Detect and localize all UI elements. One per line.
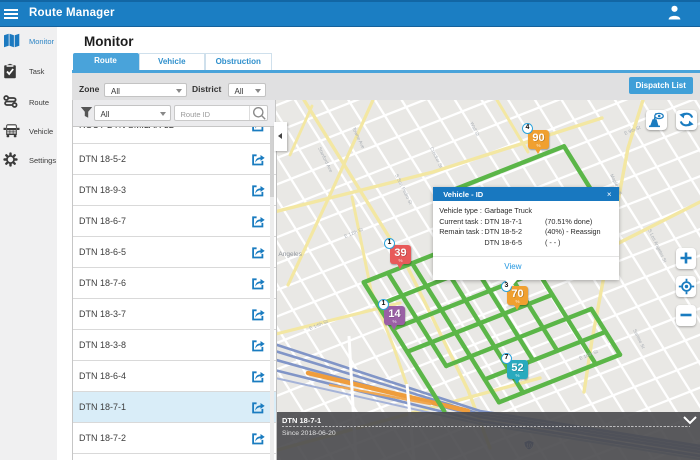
svg-text:Crocker St: Crocker St bbox=[428, 146, 444, 170]
svg-text:S Los Angeles St: S Los Angeles St bbox=[646, 228, 668, 264]
svg-text:E 14th St: E 14th St bbox=[309, 319, 330, 332]
svg-text:Los Angeles: Los Angeles bbox=[275, 251, 303, 258]
svg-text:Stanford Ave: Stanford Ave bbox=[316, 146, 334, 174]
